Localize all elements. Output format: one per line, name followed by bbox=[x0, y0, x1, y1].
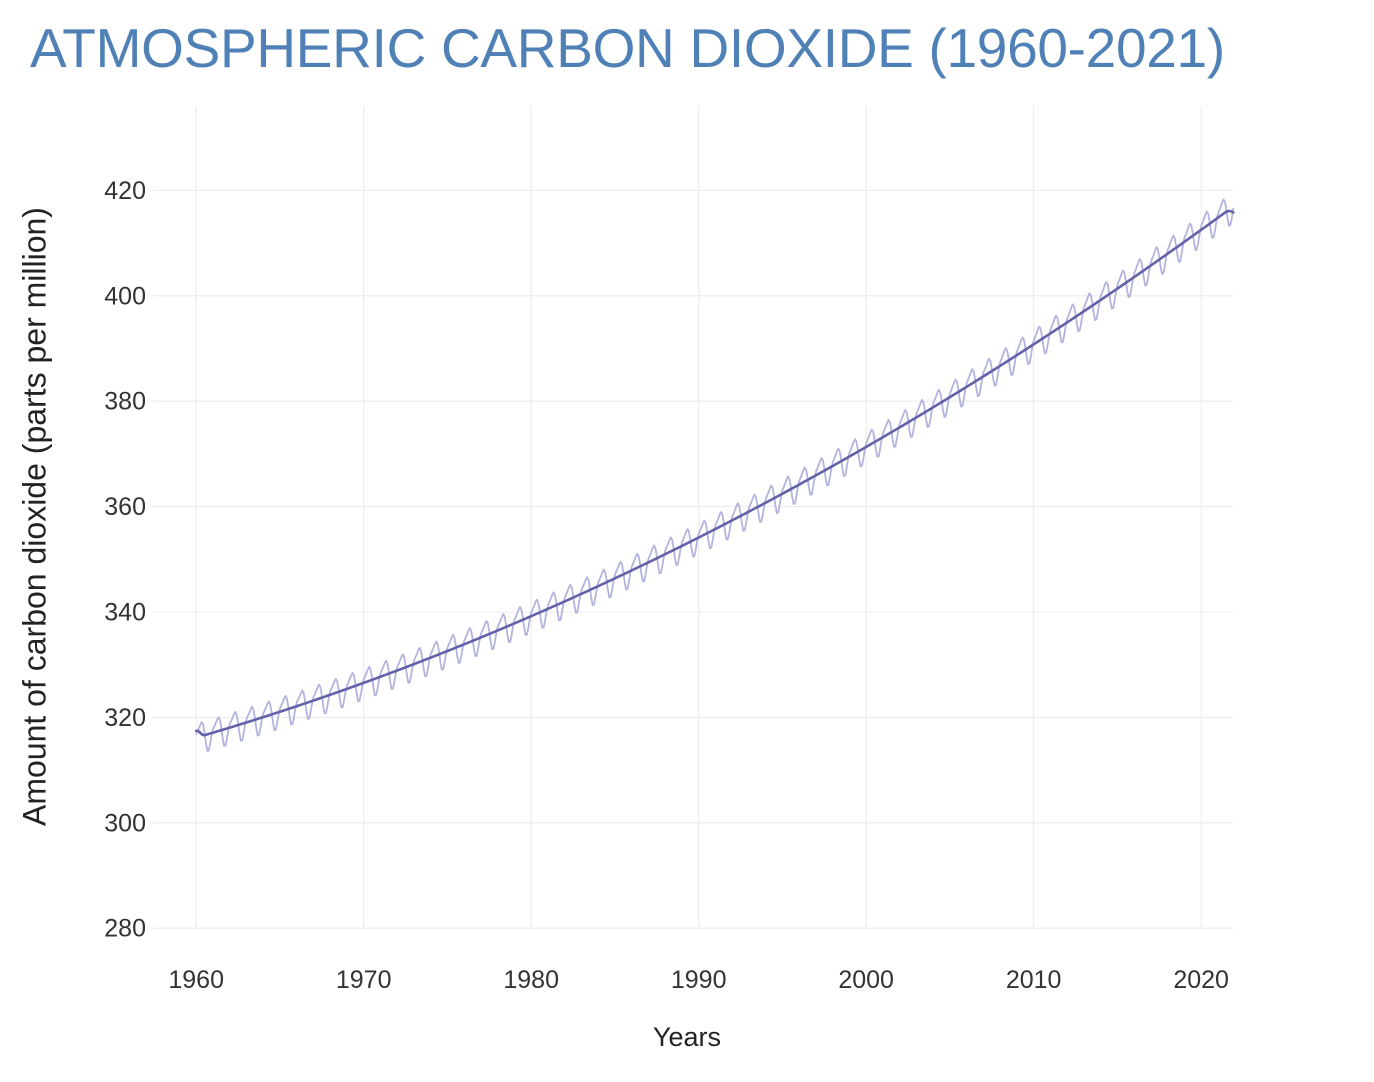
svg-text:1960: 1960 bbox=[168, 966, 224, 994]
svg-text:1990: 1990 bbox=[671, 966, 727, 994]
svg-text:2010: 2010 bbox=[1006, 966, 1062, 994]
svg-text:380: 380 bbox=[104, 388, 146, 416]
svg-text:320: 320 bbox=[104, 704, 146, 732]
svg-text:2000: 2000 bbox=[838, 966, 894, 994]
svg-text:280: 280 bbox=[104, 915, 146, 943]
svg-text:300: 300 bbox=[104, 809, 146, 837]
svg-text:1980: 1980 bbox=[503, 966, 559, 994]
svg-text:2020: 2020 bbox=[1173, 966, 1229, 994]
svg-text:360: 360 bbox=[104, 493, 146, 521]
svg-text:420: 420 bbox=[104, 177, 146, 205]
svg-text:1970: 1970 bbox=[336, 966, 392, 994]
svg-text:400: 400 bbox=[104, 282, 146, 310]
svg-text:340: 340 bbox=[104, 599, 146, 627]
